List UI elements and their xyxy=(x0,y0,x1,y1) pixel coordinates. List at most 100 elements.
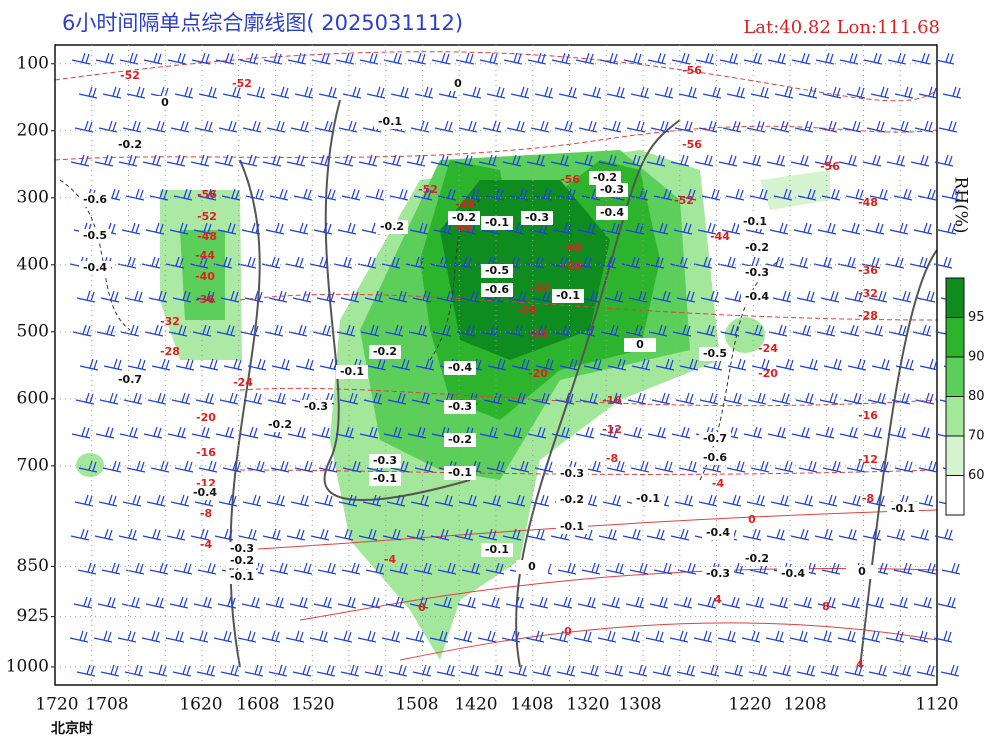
wind-barb xyxy=(407,52,427,65)
wind-barb xyxy=(367,358,387,371)
wind-barb xyxy=(238,528,258,541)
wind-barb xyxy=(844,290,864,303)
temperature-label: -36 xyxy=(858,264,878,277)
wind-barb xyxy=(193,222,213,235)
wind-barb xyxy=(750,460,770,473)
wind-barb xyxy=(629,562,649,575)
temperature-label: -12 xyxy=(858,453,878,466)
wind-barb xyxy=(361,596,381,609)
wind-barb xyxy=(575,426,595,439)
omega-label-box xyxy=(226,554,258,568)
omega-label-box xyxy=(481,283,513,297)
wind-barb xyxy=(382,528,402,541)
wind-barb xyxy=(504,324,524,337)
wind-barb xyxy=(461,562,481,575)
wind-barb xyxy=(502,528,522,541)
wind-barb xyxy=(839,52,859,65)
wind-barb xyxy=(244,664,264,677)
wind-barb xyxy=(310,528,330,541)
wind-barb xyxy=(844,664,864,677)
wind-barb xyxy=(175,358,195,371)
wind-barb xyxy=(604,290,624,303)
wind-barb xyxy=(606,460,626,473)
wind-barb xyxy=(626,120,646,133)
omega-label: -0.7 xyxy=(703,432,727,445)
omega-label-box xyxy=(589,171,621,185)
omega-label-box xyxy=(300,400,332,414)
wind-barb xyxy=(790,528,810,541)
wind-barb xyxy=(863,426,883,439)
wind-barb xyxy=(577,222,597,235)
wind-barb xyxy=(261,630,281,643)
wind-barb xyxy=(96,324,116,337)
x-tick-label: 1120 xyxy=(915,695,958,715)
wind-barb xyxy=(294,460,314,473)
wind-barb xyxy=(309,256,329,269)
wind-barb xyxy=(334,154,354,167)
wind-barb xyxy=(477,630,497,643)
wind-barb xyxy=(434,494,454,507)
omega-label: 0 xyxy=(636,338,644,351)
wind-barb xyxy=(552,324,572,337)
temperature-label: 0 xyxy=(418,601,426,614)
wind-barb xyxy=(478,528,498,541)
wind-barb xyxy=(647,52,667,65)
wind-barb xyxy=(527,426,547,439)
wind-barb xyxy=(534,460,554,473)
temperature-label: -44 xyxy=(710,230,730,243)
x-tick-label: 1520 xyxy=(291,695,334,715)
wind-barb xyxy=(553,596,573,609)
wind-barb xyxy=(911,52,931,65)
temperature-label: -52 xyxy=(232,77,252,90)
wind-barb xyxy=(603,392,623,405)
wind-barb xyxy=(693,630,713,643)
wind-barb xyxy=(78,86,98,99)
wind-barb xyxy=(145,596,165,609)
wind-barb xyxy=(724,664,744,677)
wind-barb xyxy=(77,562,97,575)
wind-barb xyxy=(173,188,193,201)
temperature-label: -56 xyxy=(560,173,580,186)
wind-barb xyxy=(268,664,288,677)
wind-barb xyxy=(818,120,838,133)
y-tick-label: 850 xyxy=(17,556,49,576)
wind-barb xyxy=(622,154,642,167)
wind-barb xyxy=(535,358,555,371)
wind-barb xyxy=(676,290,696,303)
x-tick-label: 1708 xyxy=(85,695,128,715)
wind-barb xyxy=(912,324,932,337)
wind-barb xyxy=(748,664,768,677)
wind-barb xyxy=(646,154,666,167)
wind-barb xyxy=(557,188,577,201)
wind-barb xyxy=(771,392,791,405)
wind-barb xyxy=(576,324,596,337)
wind-barb xyxy=(581,562,601,575)
wind-barb xyxy=(409,222,429,235)
omega-label-box xyxy=(444,400,476,414)
wind-barb xyxy=(337,596,357,609)
wind-barb xyxy=(126,86,146,99)
wind-barb xyxy=(914,120,934,133)
wind-barb xyxy=(725,188,745,201)
wind-barb xyxy=(796,290,816,303)
temperature-label: -24 xyxy=(758,342,778,355)
wind-barb xyxy=(769,222,789,235)
wind-barb xyxy=(266,494,286,507)
wind-barb xyxy=(290,120,310,133)
wind-barb xyxy=(146,120,166,133)
wind-barb xyxy=(194,120,214,133)
wind-barb xyxy=(549,630,569,643)
wind-barb xyxy=(165,630,185,643)
wind-barb xyxy=(895,358,915,371)
temperature-label: -24 xyxy=(528,328,548,341)
wind-barb xyxy=(770,120,790,133)
wind-barb xyxy=(510,460,530,473)
wind-barb xyxy=(915,392,935,405)
wind-barb xyxy=(143,52,163,65)
omega-label: -0.3 xyxy=(373,454,397,467)
wind-barb xyxy=(501,630,521,643)
wind-barb xyxy=(551,426,571,439)
wind-barb xyxy=(796,664,816,677)
wind-barb xyxy=(742,154,762,167)
wind-barb xyxy=(100,664,120,677)
